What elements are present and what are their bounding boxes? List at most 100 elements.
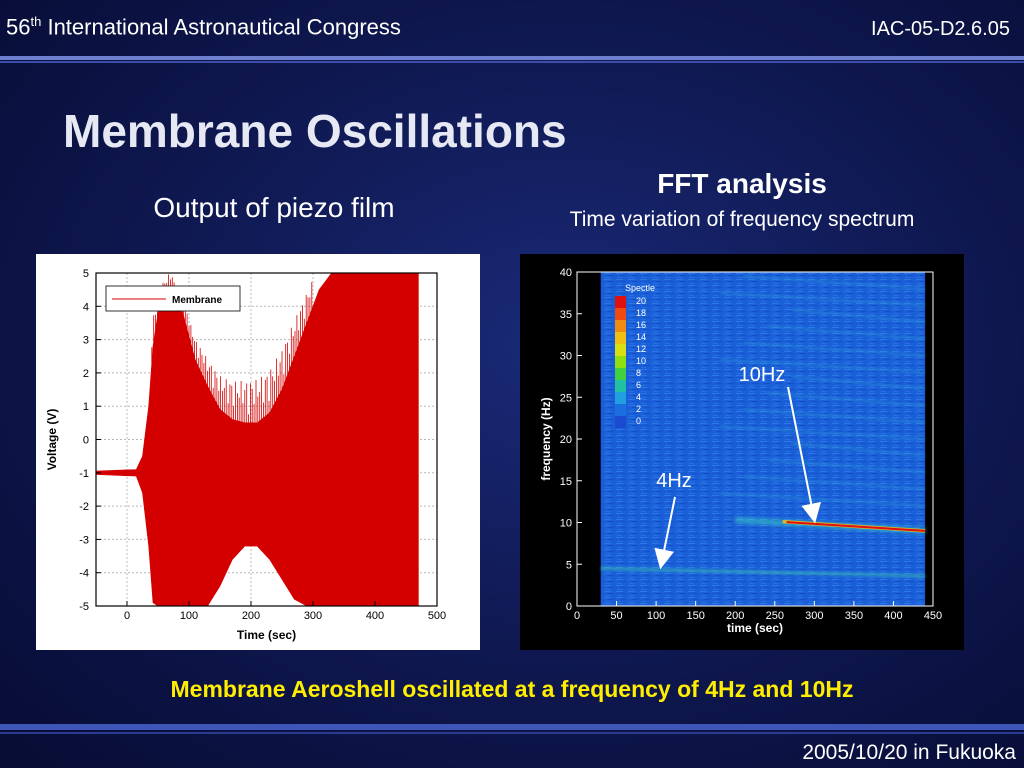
- colorbar-level-label: 4: [636, 392, 641, 402]
- voltage-legend: Membrane: [105, 285, 241, 312]
- colorbar-title: Spectle: [625, 283, 655, 293]
- colorbar-level-label: 16: [636, 320, 646, 330]
- spectrum-x-tick-label: 200: [726, 610, 744, 622]
- spectrum-x-tick-label: 250: [766, 610, 784, 622]
- voltage-x-label: Time (sec): [237, 628, 296, 642]
- voltage-y-tick-label: 4: [83, 301, 89, 313]
- congress-title: 56th International Astronautical Congres…: [6, 14, 401, 40]
- slide-title: Membrane Oscillations: [63, 105, 567, 157]
- spectrum-streak: [719, 492, 926, 507]
- fft-subtitle: Time variation of frequency spectrum: [569, 208, 915, 231]
- voltage-signal-envelope: [95, 272, 419, 607]
- voltage-chart-panel: 0 100 200 300 400 500 -5 -4 -3 -2 -1 0 1 2 3 4 5 Membran…: [36, 254, 480, 650]
- spectrum-streak: [719, 291, 926, 307]
- spectrum-streak: [719, 425, 926, 440]
- colorbar-level-label: 12: [636, 344, 646, 354]
- voltage-x-tick-label: 0: [124, 610, 130, 622]
- spectrum-annotations: 10Hz 4Hz: [654, 364, 822, 570]
- spectrum-noise: [600, 272, 926, 606]
- colorbar-level-label: 20: [636, 296, 646, 306]
- colorbar-swatch: [615, 404, 626, 416]
- footer-divider-thin: [0, 732, 1024, 734]
- spectrum-x-tick-label: 400: [884, 610, 902, 622]
- voltage-y-tick-label: -3: [79, 534, 89, 546]
- fft-chart-panel: 0 50 100 150 200 250 300 350 400 450 0 5 10 15 20 25 30 3…: [520, 254, 964, 650]
- voltage-y-tick-label: -1: [79, 468, 89, 480]
- colorbar-level-label: 8: [636, 368, 641, 378]
- spectrum-streak: [790, 375, 926, 390]
- header-bar: 56th International Astronautical Congres…: [0, 0, 1024, 58]
- spectrum-x-tick-label: 350: [845, 610, 863, 622]
- spectrum-streak: [743, 475, 926, 491]
- voltage-x-tick-label: 500: [428, 610, 446, 622]
- footer-divider: [0, 724, 1024, 730]
- spectrum-y-tick-label: 20: [560, 434, 572, 446]
- colorbar-level-label: 10: [636, 356, 646, 366]
- voltage-y-tick-label: 1: [83, 401, 89, 413]
- annotation-10hz-label: 10Hz: [739, 364, 786, 386]
- spectrum-axes: 0 50 100 150 200 250 300 350 400 4500510152025303…: [560, 267, 942, 622]
- slide-caption: Membrane Aeroshell oscillated at a frequ…: [170, 676, 854, 702]
- spectrum-y-tick-label: 0: [566, 601, 572, 613]
- voltage-y-tick-label: -2: [79, 501, 89, 513]
- voltage-y-tick-label: -5: [79, 601, 89, 613]
- spectrum-x-tick-label: 150: [686, 610, 704, 622]
- colorbar-level-label: 14: [636, 332, 646, 342]
- colorbar-swatch: [615, 392, 626, 404]
- spectrum-streak: [766, 458, 926, 474]
- spectrum-x-label: time (sec): [727, 621, 783, 635]
- voltage-y-label: Voltage (V): [45, 409, 59, 471]
- spectrum-y-tick-label: 25: [560, 392, 572, 404]
- congress-name: International Astronautical Congress: [47, 14, 401, 40]
- band-10hz-core: [786, 521, 926, 532]
- colorbar-swatch: [615, 308, 626, 320]
- spectrum-streak: [719, 358, 926, 374]
- spectrum-y-label: frequency (Hz): [539, 397, 553, 480]
- voltage-y-tick-label: 5: [83, 268, 89, 280]
- voltage-x-tick-label: 300: [304, 610, 322, 622]
- colorbar-level-label: 6: [636, 380, 641, 390]
- annotation-4hz-label: 4Hz: [656, 470, 692, 492]
- voltage-y-tick-label: -4: [79, 568, 89, 580]
- voltage-y-tick-label: 0: [83, 435, 89, 447]
- annotation-10hz-arrow: [787, 386, 822, 524]
- voltage-chart: 0 100 200 300 400 500 -5 -4 -3 -2 -1 0 1 2 3 4 5 Membran…: [45, 268, 446, 642]
- colorbar-swatch: [615, 416, 626, 428]
- spectrum-streak: [790, 442, 926, 457]
- spectrum-streak: [766, 392, 926, 407]
- spectrum-y-tick-label: 5: [566, 559, 572, 571]
- voltage-x-tick-label: 100: [180, 610, 198, 622]
- colorbar-swatch: [615, 356, 626, 368]
- colorbar-swatch: [615, 368, 626, 380]
- spectrum-x-tick-label: 0: [574, 610, 580, 622]
- voltage-y-tick-label: 2: [83, 368, 89, 380]
- fft-title: FFT analysis: [657, 168, 827, 199]
- voltage-signal: [95, 272, 419, 607]
- voltage-signal-spikes: [151, 274, 313, 423]
- footer-date-location: 2005/10/20 in Fukuoka: [802, 741, 1016, 764]
- voltage-axes: 0 100 200 300 400 500 -5 -4 -3 -2 -1 0 1 2 3 4 5: [79, 268, 446, 622]
- colorbar-swatch: [615, 344, 626, 356]
- spectrum-y-tick-label: 40: [560, 267, 572, 279]
- spectrum-streak: [743, 341, 926, 357]
- spectrum-streak: [790, 308, 926, 324]
- colorbar-swatch: [615, 296, 626, 308]
- annotation-4hz-arrow: [654, 496, 676, 570]
- spectrum-field: [577, 272, 933, 606]
- colorbar-level-label: 2: [636, 404, 641, 414]
- spectrum-streak: [743, 275, 926, 290]
- spectrum-y-tick-label: 30: [560, 351, 572, 363]
- spectrum-x-tick-label: 100: [647, 610, 665, 622]
- congress-suffix: th: [30, 14, 42, 29]
- spectrum-x-tick-label: 450: [924, 610, 942, 622]
- band-4hz: [600, 566, 926, 578]
- colorbar-swatch: [615, 332, 626, 344]
- spectrum-y-tick-label: 15: [560, 476, 572, 488]
- paper-id: IAC-05-D2.6.05: [871, 18, 1010, 40]
- colorbar-swatch: [615, 380, 626, 392]
- colorbar-level-label: 18: [636, 308, 646, 318]
- spectrum-x-tick-label: 300: [805, 610, 823, 622]
- header-divider: [0, 56, 1024, 60]
- spectrum-y-tick-label: 10: [560, 518, 572, 530]
- left-subtitle: Output of piezo film: [153, 192, 395, 223]
